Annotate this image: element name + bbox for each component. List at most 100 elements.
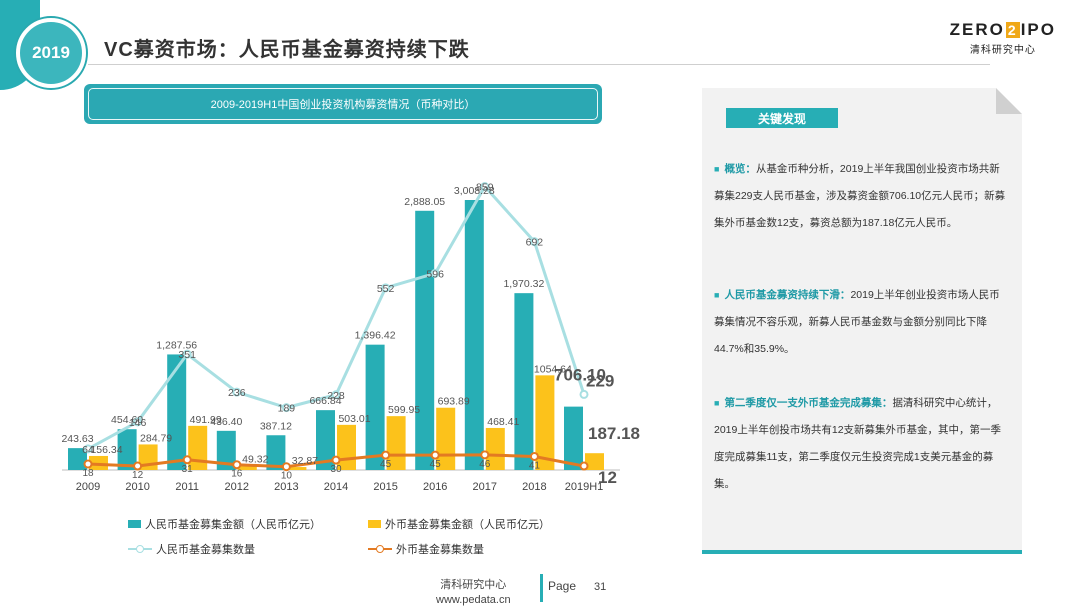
bar-foreign-amount (535, 375, 555, 470)
year-badge: 2019 (16, 18, 86, 88)
data-label-rmb-amount: 3,008.28 (454, 185, 495, 197)
data-label-foreign-amount: 32.87 (292, 455, 318, 467)
data-label-foreign-amount: 599.95 (388, 404, 420, 416)
footer-source-name: 清科研究中心 (440, 579, 507, 591)
legend-foreign-count: 外币基金募集数量 (368, 541, 484, 557)
bar-rmb-amount (564, 406, 583, 470)
data-label-foreign-count: 12 (598, 468, 617, 487)
chart-title: 2009-2019H1中国创业投资机构募资情况（币种对比） (88, 88, 598, 120)
data-label-rmb-amount: 2,888.05 (404, 196, 445, 208)
rmb-count-point (480, 182, 490, 192)
data-label-rmb-count: 552 (377, 283, 395, 295)
data-label-rmb-count: 692 (526, 237, 544, 249)
foreign-count-point (480, 450, 490, 460)
data-label-foreign-count: 12 (132, 470, 144, 481)
footer-divider (540, 574, 543, 602)
bar-rmb-amount (514, 293, 534, 470)
data-label-rmb-amount: 454.60 (111, 414, 143, 426)
foreign-count-point (281, 462, 291, 472)
key-findings-panel: 关键发现 ■ 概览：从基金币种分析，2019上半年我国创业投资市场共新募集229支… (702, 88, 1022, 554)
bullet-icon: ■ (714, 290, 720, 300)
legend-swatch-rmb-amount (128, 520, 141, 528)
legend-swatch-foreign-count (368, 544, 392, 554)
data-label-foreign-amount: 1054.64 (534, 363, 572, 375)
key-findings-header: 关键发现 (726, 108, 838, 128)
x-tick-label: 2019H1 (565, 481, 604, 493)
x-tick-label: 2010 (125, 481, 149, 493)
data-label-rmb-count: 64 (82, 444, 94, 456)
foreign-count-point (331, 455, 341, 465)
finding-rmb-decline: ■ 人民币基金募资持续下滑：2019上半年创业投资市场人民币募集情况不容乐观，新募… (714, 282, 1010, 363)
page-title: VC募资市场：人民币基金募资持续下跌 (104, 39, 470, 61)
rmb-count-point (232, 387, 242, 397)
title-divider (88, 64, 990, 65)
rmb-count-point (331, 390, 341, 400)
x-tick-label: 2018 (522, 481, 546, 493)
data-label-rmb-count: 596 (426, 268, 444, 280)
finding-lead: 概览： (724, 163, 756, 175)
data-label-foreign-count: 18 (82, 468, 94, 479)
footer-page-number: 31 (594, 581, 607, 593)
legend-label-foreign-amount: 外币基金募集金额（人民币亿元） (385, 519, 550, 531)
rmb-count-point (182, 349, 192, 359)
bar-foreign-amount (485, 427, 505, 470)
finding-text: 从基金币种分析，2019上半年我国创业投资市场共新募集229支人民币基金，涉及募… (714, 163, 1006, 229)
x-tick-label: 2015 (373, 481, 397, 493)
bar-rmb-amount (365, 344, 385, 470)
x-tick-label: 2012 (225, 481, 249, 493)
finding-lead: 第二季度仅一支外币基金完成募集： (724, 397, 893, 409)
legend-swatch-foreign-amount (368, 520, 381, 528)
bar-foreign-amount (585, 453, 604, 470)
data-label-foreign-count: 45 (430, 459, 442, 470)
chart-title-box: 2009-2019H1中国创业投资机构募资情况（币种对比） (84, 84, 602, 124)
data-label-rmb-amount: 436.40 (210, 416, 242, 428)
legend-label-foreign-count: 外币基金募集数量 (396, 544, 484, 556)
data-label-rmb-amount: 243.63 (61, 433, 93, 445)
legend-label-rmb-count: 人民币基金募集数量 (156, 544, 255, 556)
bar-rmb-amount (415, 210, 435, 470)
data-label-rmb-count: 236 (228, 387, 246, 399)
finding-text: 2019上半年创业投资市场人民币募集情况不容乐观，新募人民币基金数与金额分别同比… (714, 289, 1000, 355)
data-label-rmb-amount: 1,970.32 (503, 278, 544, 290)
bullet-icon: ■ (714, 398, 720, 408)
x-tick-label: 2009 (76, 481, 100, 493)
legend-swatch-rmb-count (128, 544, 152, 554)
data-label-foreign-count: 41 (529, 460, 541, 471)
data-label-rmb-count: 228 (327, 390, 345, 402)
x-tick-label: 2014 (324, 481, 348, 493)
bar-rmb-amount (316, 410, 335, 470)
footer-source-url[interactable]: www.pedata.cn (436, 594, 511, 606)
x-tick-label: 2011 (175, 481, 199, 493)
bar-rmb-amount (266, 435, 286, 470)
data-label-foreign-count: 10 (281, 471, 293, 482)
zero2ipo-logo: ZERO 2 IPO 清科研究中心 (950, 20, 1056, 56)
data-label-foreign-amount: 49.32 (242, 454, 268, 466)
logo-word-ipo: IPO (1020, 20, 1056, 39)
logo-mark: 2 (1005, 22, 1020, 38)
foreign-count-point (83, 459, 93, 469)
data-label-foreign-amount: 156.34 (90, 444, 122, 456)
rmb-count-point (381, 283, 391, 293)
footer-source: 清科研究中心 www.pedata.cn (436, 578, 511, 608)
rmb-count-line (87, 185, 586, 451)
data-label-rmb-count: 229 (586, 371, 614, 390)
foreign-count-point (579, 461, 589, 471)
rmb-count-point (430, 268, 440, 278)
finding-overview: ■ 概览：从基金币种分析，2019上半年我国创业投资市场共新募集229支人民币基金… (714, 156, 1010, 237)
bar-rmb-amount (167, 354, 187, 470)
rmb-count-point (133, 417, 143, 427)
x-tick-label: 2017 (473, 481, 497, 493)
logo-wordmark: ZERO 2 IPO (950, 20, 1056, 40)
fundraising-chart: 2009 2010 2011 2012 2013 2014 2015 2016 2017 2018… (61, 182, 640, 493)
bar-foreign-amount (287, 467, 307, 470)
bar-rmb-amount (68, 448, 87, 470)
data-label-rmb-count: 859 (476, 182, 494, 194)
foreign-count-point (529, 451, 539, 461)
bar-rmb-amount (464, 200, 484, 470)
bar-foreign-amount (237, 465, 257, 470)
finding-text: 据清科研究中心统计，2019上半年创投市场共有12支新募集外币基金，其中，第一季… (714, 397, 1002, 490)
data-label-rmb-count: 189 (278, 403, 296, 415)
foreign-count-point (232, 460, 242, 470)
x-tick-label: 2013 (274, 481, 298, 493)
legend-rmb-amount: 人民币基金募集金额（人民币亿元） (128, 516, 321, 532)
